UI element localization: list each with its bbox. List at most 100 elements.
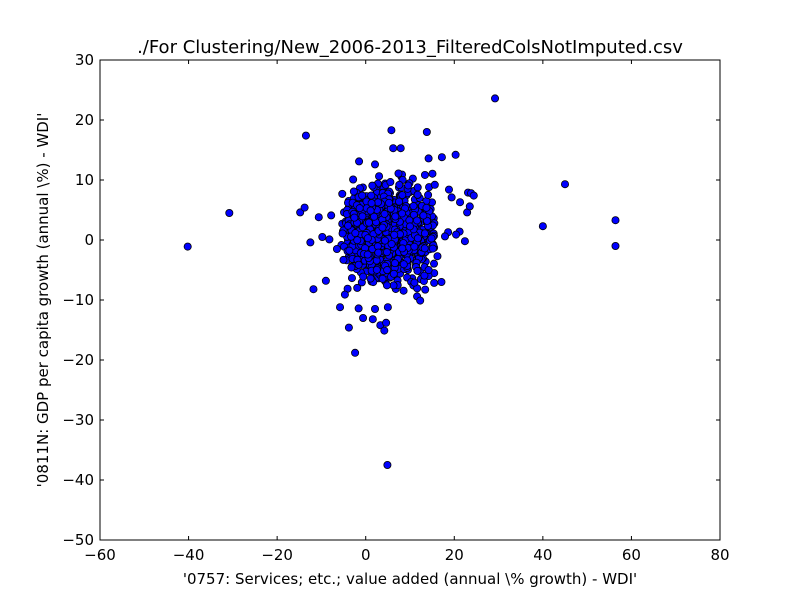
data-point — [420, 271, 429, 280]
data-point — [399, 286, 408, 295]
y-tick-label: −50 — [62, 531, 94, 549]
y-tick-label: 20 — [75, 111, 94, 129]
data-point — [375, 172, 384, 181]
data-point — [383, 266, 392, 275]
data-point — [391, 212, 400, 221]
data-point — [380, 326, 389, 335]
data-points — [183, 94, 620, 469]
data-point — [314, 213, 323, 222]
data-point — [452, 230, 461, 239]
data-point — [420, 244, 429, 253]
data-point — [410, 278, 419, 287]
data-point — [419, 211, 428, 220]
data-point — [611, 241, 620, 250]
data-point — [410, 242, 419, 251]
data-point — [447, 193, 456, 202]
y-tick-label: −30 — [62, 411, 94, 429]
data-point — [332, 244, 341, 253]
data-point — [344, 221, 353, 230]
data-point — [538, 222, 547, 231]
data-point — [347, 263, 356, 272]
data-point — [347, 274, 356, 283]
data-point — [382, 281, 391, 290]
y-tick-label: −20 — [62, 351, 94, 369]
data-point — [344, 323, 353, 332]
data-point — [321, 276, 330, 285]
data-point — [423, 216, 432, 225]
data-point — [353, 283, 362, 292]
data-point — [372, 265, 381, 274]
data-point — [389, 281, 398, 290]
data-point — [420, 170, 429, 179]
data-point — [363, 234, 372, 243]
data-point — [444, 185, 453, 194]
data-point — [413, 216, 422, 225]
data-point — [380, 209, 389, 218]
data-point — [370, 212, 379, 221]
data-point — [354, 260, 363, 269]
data-point — [460, 237, 469, 246]
data-point — [380, 236, 389, 245]
data-point — [389, 144, 398, 153]
data-point — [359, 313, 368, 322]
data-point — [385, 198, 394, 207]
x-tick-label: 20 — [445, 546, 464, 564]
x-tick-label: 60 — [622, 546, 641, 564]
data-point — [561, 180, 570, 189]
data-point — [338, 189, 347, 198]
data-point — [374, 248, 383, 257]
data-point — [437, 153, 446, 162]
data-point — [398, 191, 407, 200]
data-point — [396, 144, 405, 153]
data-point — [469, 191, 478, 200]
data-point — [611, 216, 620, 225]
data-point — [416, 296, 425, 305]
data-point — [424, 154, 433, 163]
data-point — [390, 259, 399, 268]
x-tick-label: −60 — [84, 546, 116, 564]
data-point — [398, 209, 407, 218]
data-point — [430, 278, 439, 287]
data-point — [409, 202, 418, 211]
data-point — [355, 157, 364, 166]
y-tick-label: 0 — [84, 231, 94, 249]
data-point — [325, 235, 334, 244]
data-point — [413, 266, 422, 275]
data-point — [398, 244, 407, 253]
data-point — [225, 208, 234, 217]
data-point — [358, 191, 367, 200]
data-point — [378, 223, 387, 232]
data-point — [349, 187, 358, 196]
data-point — [363, 250, 372, 259]
x-tick-label: 0 — [361, 546, 371, 564]
y-tick-label: −10 — [62, 291, 94, 309]
data-point — [358, 212, 367, 221]
data-point — [399, 260, 408, 269]
y-tick-label: 30 — [75, 51, 94, 69]
data-point — [349, 175, 358, 184]
data-point — [374, 198, 383, 207]
data-point — [404, 181, 413, 190]
data-point — [433, 252, 442, 261]
data-point — [351, 348, 360, 357]
data-point — [430, 180, 439, 189]
data-point — [387, 239, 396, 248]
data-point — [367, 199, 376, 208]
data-point — [413, 183, 422, 192]
data-point — [382, 248, 391, 257]
data-point — [389, 269, 398, 278]
data-point — [405, 222, 414, 231]
data-point — [350, 213, 359, 222]
data-point — [413, 190, 422, 199]
data-point — [422, 203, 431, 212]
data-point — [371, 160, 380, 169]
data-point — [421, 285, 430, 294]
data-point — [395, 197, 404, 206]
data-point — [318, 232, 327, 241]
data-point — [390, 230, 399, 239]
data-point — [368, 315, 377, 324]
data-point — [366, 274, 375, 283]
data-point — [354, 304, 363, 313]
data-point — [437, 277, 446, 286]
